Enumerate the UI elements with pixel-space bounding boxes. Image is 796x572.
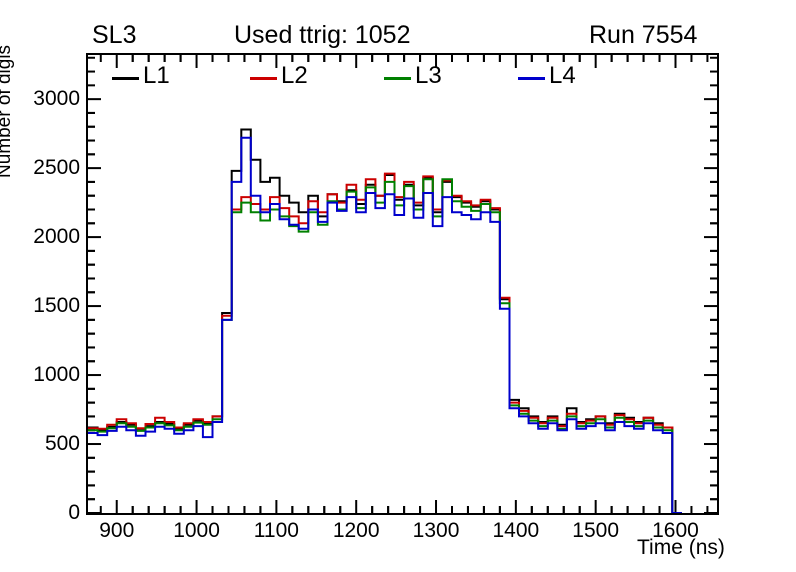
y-tick-label: 0	[68, 501, 80, 524]
y-tick-label: 1000	[33, 363, 80, 387]
legend-swatch-l2	[250, 77, 277, 80]
legend-label-l4: L4	[549, 62, 576, 89]
y-tick-label: 2500	[33, 156, 80, 180]
y-tick-label: 500	[44, 432, 80, 456]
x-tick-label: 900	[99, 519, 135, 542]
x-tick-label: 1200	[332, 519, 380, 542]
legend: L1 L2 L3 L4	[112, 62, 582, 92]
legend-label-l3: L3	[415, 62, 442, 89]
y-tick-label: 3000	[33, 87, 80, 111]
x-tick-label: 1500	[572, 519, 620, 542]
plot-area	[86, 53, 719, 515]
x-tick-label: 1300	[412, 519, 460, 542]
x-tick-label: 1600	[652, 519, 699, 542]
run-label: Run 7554	[589, 21, 698, 49]
x-tick-label: 1000	[173, 519, 220, 542]
plot-title: Used ttrig: 1052	[234, 21, 411, 49]
chart-canvas	[88, 55, 717, 513]
legend-swatch-l4	[518, 77, 545, 80]
legend-label-l1: L1	[143, 62, 170, 89]
x-tick-label: 1100	[253, 519, 299, 542]
x-axis-label: Time (ns)	[637, 536, 725, 559]
legend-label-l2: L2	[281, 62, 308, 89]
y-tick-label: 2000	[33, 225, 80, 249]
y-tick-label: 1500	[33, 294, 80, 318]
y-axis-tick-labels: 0 500 1000 1500 2000 2500 3000	[0, 0, 80, 572]
x-tick-label: 1400	[492, 519, 540, 542]
legend-swatch-l1	[112, 77, 139, 80]
superlayer-label: SL3	[92, 21, 137, 49]
legend-swatch-l3	[384, 77, 411, 80]
